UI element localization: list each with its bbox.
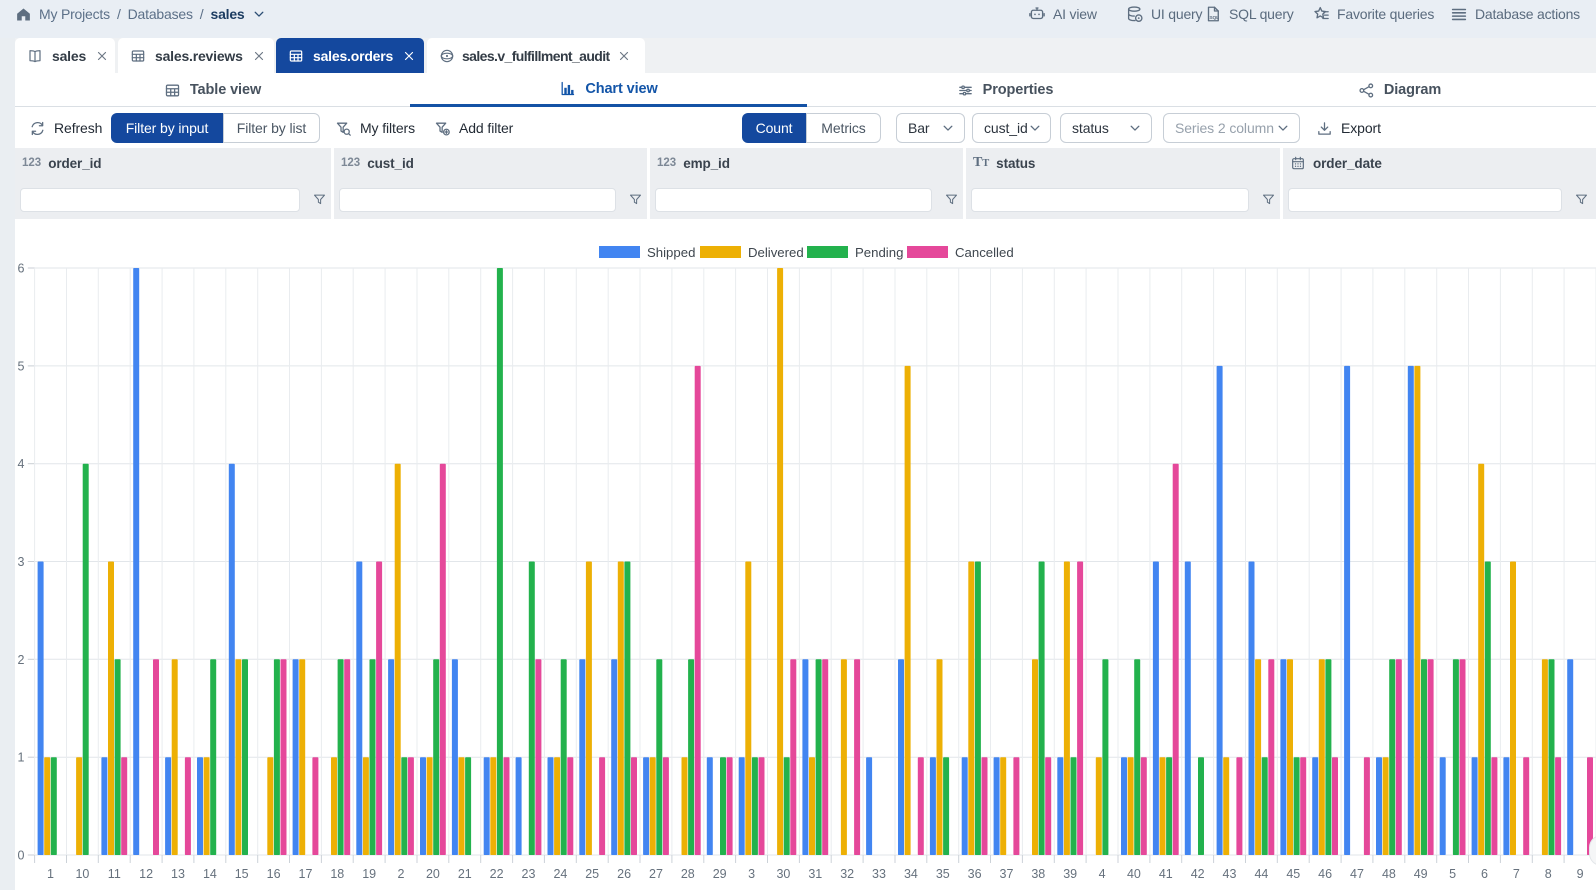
svg-text:25: 25 <box>585 867 599 881</box>
svg-text:Cancelled: Cancelled <box>955 245 1014 260</box>
svg-text:42: 42 <box>1191 867 1205 881</box>
svg-text:23: 23 <box>522 867 536 881</box>
svg-text:39: 39 <box>1063 867 1077 881</box>
svg-text:30: 30 <box>776 867 790 881</box>
svg-text:32: 32 <box>840 867 854 881</box>
svg-text:46: 46 <box>1318 867 1332 881</box>
svg-text:6: 6 <box>1481 867 1488 881</box>
svg-text:4: 4 <box>1099 867 1106 881</box>
svg-text:38: 38 <box>1031 867 1045 881</box>
svg-text:13: 13 <box>171 867 185 881</box>
svg-text:19: 19 <box>362 867 376 881</box>
svg-text:49: 49 <box>1414 867 1428 881</box>
svg-text:16: 16 <box>267 867 281 881</box>
svg-text:48: 48 <box>1382 867 1396 881</box>
svg-text:17: 17 <box>299 867 313 881</box>
svg-text:29: 29 <box>713 867 727 881</box>
svg-text:28: 28 <box>681 867 695 881</box>
svg-text:2: 2 <box>398 867 405 881</box>
svg-text:1: 1 <box>47 867 54 881</box>
svg-text:26: 26 <box>617 867 631 881</box>
svg-text:9: 9 <box>1577 867 1584 881</box>
svg-text:40: 40 <box>1127 867 1141 881</box>
svg-text:27: 27 <box>649 867 663 881</box>
svg-text:7: 7 <box>1513 867 1520 881</box>
svg-text:36: 36 <box>968 867 982 881</box>
svg-text:11: 11 <box>108 867 121 881</box>
svg-text:24: 24 <box>553 867 567 881</box>
svg-text:47: 47 <box>1350 867 1364 881</box>
svg-text:0: 0 <box>18 849 25 863</box>
svg-text:22: 22 <box>490 867 504 881</box>
svg-text:43: 43 <box>1223 867 1237 881</box>
svg-text:Shipped: Shipped <box>647 245 695 260</box>
svg-text:45: 45 <box>1286 867 1300 881</box>
svg-text:8: 8 <box>1545 867 1552 881</box>
svg-text:Pending: Pending <box>855 245 903 260</box>
svg-text:15: 15 <box>235 867 249 881</box>
svg-text:14: 14 <box>203 867 217 881</box>
svg-text:4: 4 <box>18 457 25 471</box>
svg-text:20: 20 <box>426 867 440 881</box>
svg-text:21: 21 <box>458 867 472 881</box>
svg-text:3: 3 <box>748 867 755 881</box>
svg-text:SQL: SQL <box>1209 15 1219 21</box>
svg-text:37: 37 <box>1000 867 1014 881</box>
svg-text:10: 10 <box>75 867 89 881</box>
svg-text:5: 5 <box>18 359 25 373</box>
svg-text:3: 3 <box>18 555 25 569</box>
svg-text:34: 34 <box>904 867 918 881</box>
svg-text:44: 44 <box>1254 867 1268 881</box>
svg-text:Delivered: Delivered <box>748 245 804 260</box>
svg-text:33: 33 <box>872 867 886 881</box>
svg-text:6: 6 <box>18 262 25 276</box>
svg-text:35: 35 <box>936 867 950 881</box>
svg-text:41: 41 <box>1159 867 1173 881</box>
svg-text:31: 31 <box>808 867 822 881</box>
svg-text:1: 1 <box>18 751 25 765</box>
svg-text:12: 12 <box>139 867 153 881</box>
svg-text:5: 5 <box>1449 867 1456 881</box>
svg-text:2: 2 <box>18 653 25 667</box>
svg-text:18: 18 <box>330 867 344 881</box>
